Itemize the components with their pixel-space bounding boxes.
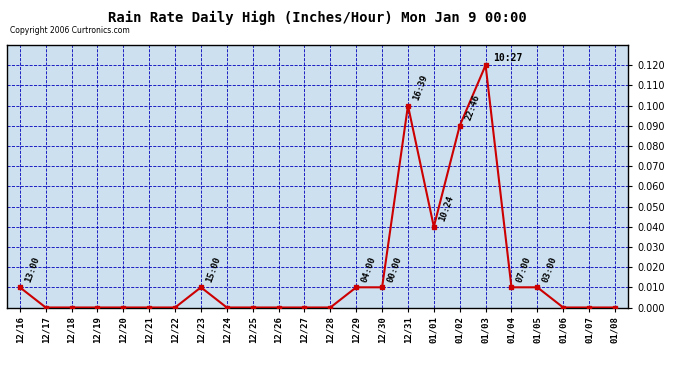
Text: 07:00: 07:00: [515, 255, 533, 283]
Text: 15:00: 15:00: [205, 255, 222, 283]
Text: 03:00: 03:00: [541, 255, 559, 283]
Text: Copyright 2006 Curtronics.com: Copyright 2006 Curtronics.com: [10, 26, 130, 35]
Text: 10:27: 10:27: [493, 53, 523, 63]
Text: 22:46: 22:46: [464, 93, 481, 122]
Text: 04:00: 04:00: [360, 255, 377, 283]
Text: 00:00: 00:00: [386, 255, 404, 283]
Text: 10:24: 10:24: [437, 194, 455, 223]
Text: 16:39: 16:39: [412, 73, 429, 102]
Text: 13:00: 13:00: [23, 255, 41, 283]
Text: Rain Rate Daily High (Inches/Hour) Mon Jan 9 00:00: Rain Rate Daily High (Inches/Hour) Mon J…: [108, 11, 526, 26]
